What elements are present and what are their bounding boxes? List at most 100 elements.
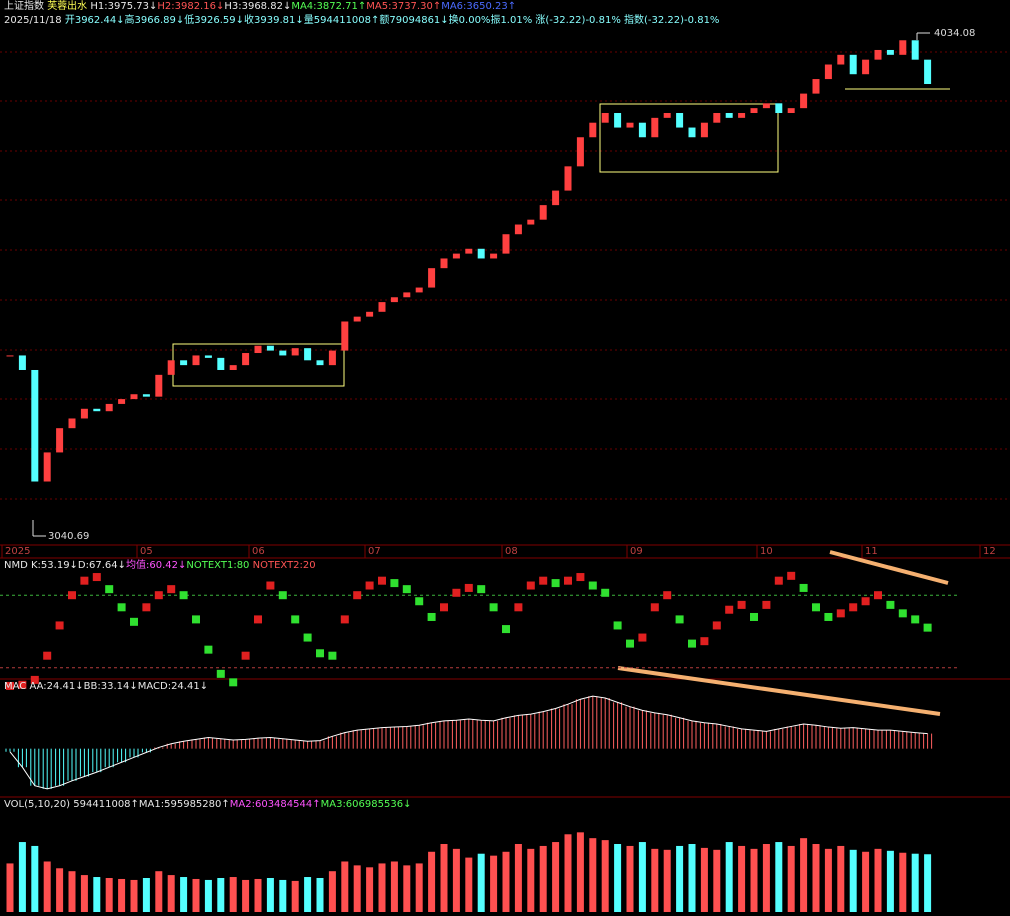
k-step: [774, 576, 783, 585]
volume-bar: [614, 844, 622, 912]
candle: [787, 108, 795, 114]
k-step: [68, 591, 76, 600]
candle: [155, 374, 163, 397]
low-label: 3040.69: [48, 531, 89, 542]
candle: [31, 369, 39, 482]
k-step: [278, 591, 287, 600]
k-step: [911, 615, 920, 624]
candle: [738, 113, 746, 118]
month-label: 09: [630, 546, 643, 557]
macd-line: [9, 695, 928, 790]
vol-header: VOL(5,10,20) 594411008↑MA1:595985280↑MA2…: [4, 799, 411, 811]
volume-bar: [700, 847, 708, 912]
candle: [762, 103, 770, 109]
candle: [80, 408, 88, 419]
k-step: [229, 678, 238, 687]
volume-bar: [56, 868, 64, 912]
candle: [68, 418, 76, 429]
k-step: [601, 588, 610, 597]
volume-bar: [713, 849, 721, 912]
volume-bar: [167, 875, 175, 912]
k-step: [303, 633, 312, 642]
candle: [254, 345, 262, 354]
volume-bar: [490, 855, 498, 912]
candle: [390, 297, 398, 303]
candle: [849, 54, 857, 75]
indicator: MA6:3650.23↑: [441, 1, 517, 12]
volume-bar: [328, 871, 336, 912]
candle: [663, 113, 671, 118]
k-step: [390, 579, 399, 588]
candle: [837, 54, 845, 65]
k-step: [130, 617, 138, 626]
candle: [6, 355, 14, 357]
candle: [539, 205, 547, 220]
k-step: [477, 585, 486, 594]
volume-bar: [254, 878, 262, 912]
candle: [242, 353, 250, 366]
k-step: [80, 576, 89, 585]
volume-bar: [353, 865, 361, 912]
k-step: [440, 603, 448, 612]
candle: [614, 113, 622, 128]
candle: [452, 253, 460, 259]
volume-bar: [304, 877, 312, 912]
volume-bar: [403, 865, 411, 912]
volume-bar: [651, 848, 659, 912]
indicator-name: MAC: [4, 681, 27, 692]
k-step: [725, 605, 734, 614]
header-line-1: 上证指数 芙蓉出水 H1:3975.73↓H2:3982.16↓H3:3968.…: [4, 1, 516, 13]
volume-bar: [155, 871, 163, 912]
k-step: [142, 603, 151, 612]
candle: [415, 287, 423, 293]
volume-bar: [204, 879, 212, 912]
volume-bar: [738, 845, 746, 912]
volume-bar: [775, 842, 783, 912]
candle: [142, 394, 150, 397]
k-step: [613, 621, 622, 630]
month-label: 05: [140, 546, 153, 557]
date: 2025/11/18: [4, 15, 62, 26]
k-step: [514, 603, 523, 612]
volume-bar: [539, 845, 547, 912]
high-label: 4034.08: [934, 28, 975, 39]
k-step: [216, 669, 225, 678]
volume-bar: [6, 863, 14, 912]
volume-bar: [93, 877, 101, 912]
candle: [43, 452, 51, 482]
month-label: 10: [760, 546, 773, 557]
candle: [304, 348, 312, 361]
k-step: [241, 651, 250, 660]
volume-bar: [576, 832, 584, 912]
k-step: [688, 639, 696, 648]
k-step: [836, 609, 845, 618]
k-step: [626, 639, 634, 648]
candle: [862, 59, 870, 75]
month-label: 11: [865, 546, 878, 557]
volume-bar: [242, 879, 250, 912]
k-step: [353, 591, 362, 600]
volume-bar: [80, 875, 88, 912]
indicator: 594411008↑: [73, 799, 139, 810]
k-step: [55, 621, 64, 630]
volume-bar: [130, 879, 138, 912]
candle: [490, 253, 498, 259]
k-step: [291, 615, 300, 624]
k-step: [762, 600, 771, 609]
k-step: [464, 583, 473, 592]
k-step: [415, 597, 424, 606]
k-step: [427, 612, 436, 621]
header-line-2: 2025/11/18 开3962.44↓高3966.89↓低3926.59↓收3…: [4, 15, 719, 27]
volume-bar: [564, 834, 572, 912]
volume-bar: [849, 849, 857, 912]
k-step: [824, 612, 833, 621]
volume-bar: [43, 861, 51, 912]
volume-bar: [477, 853, 485, 912]
volume-bar: [911, 853, 919, 912]
candle: [180, 360, 188, 366]
k-step: [588, 581, 597, 590]
candle: [924, 59, 932, 85]
indicator: 均值:60.42↓: [126, 560, 187, 571]
k-step: [43, 651, 52, 660]
volume-bar: [18, 842, 26, 912]
